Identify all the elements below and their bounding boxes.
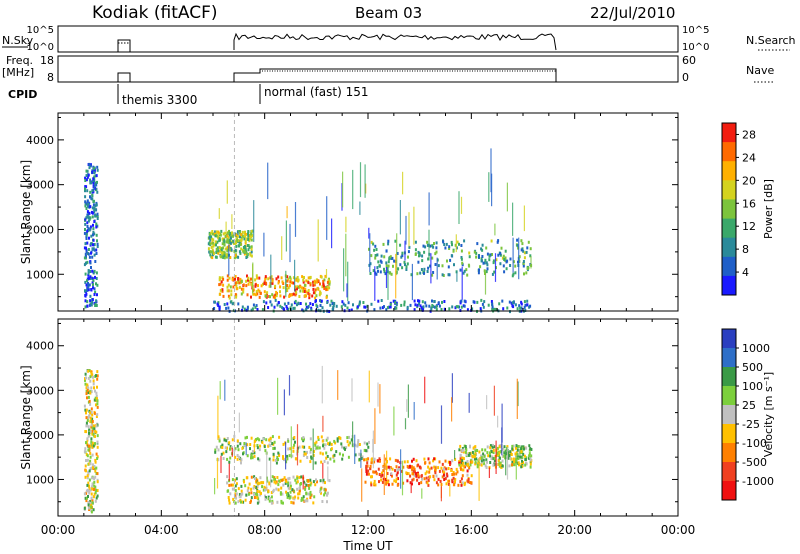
freq-tick-low: 8 <box>47 71 54 84</box>
data-region-2 <box>226 475 331 505</box>
data-streaks <box>218 148 532 301</box>
colorbar-tick-label: 4 <box>742 266 749 279</box>
date-title: 22/Jul/2010 <box>590 4 675 22</box>
colorbar-segment <box>722 142 736 162</box>
colorbar-segment <box>722 180 736 200</box>
data-region-1 <box>207 229 254 260</box>
colorbar-segment <box>722 161 736 181</box>
y-tick-label: 2000 <box>26 224 54 237</box>
colorbar-segment <box>722 275 736 296</box>
nsky-label: N.Sky <box>2 34 34 47</box>
data-region-4 <box>458 443 533 470</box>
y-tick-label: 1000 <box>26 268 54 281</box>
data-region-0 <box>83 162 99 309</box>
colorbar-tick-label: 100 <box>742 380 763 393</box>
colorbar-title: Power [dB] <box>762 179 775 239</box>
x-tick-label: 12:00 <box>351 523 386 537</box>
colorbar-segment <box>722 462 736 482</box>
data-region-3 <box>368 238 533 278</box>
power-colorbar: 4 8 12 16 20 24 28 Power [dB] <box>721 122 775 296</box>
x-tick-label: 00:00 <box>41 523 76 537</box>
freq-unit-label: [MHz] <box>2 66 34 79</box>
y-axis-title: Slant Range [km] <box>19 160 33 264</box>
plot-frame <box>57 318 679 517</box>
nave-tick-high: 60 <box>682 54 696 67</box>
colorbar-segment <box>722 481 736 501</box>
colorbar-segment <box>722 256 736 277</box>
nsky-tick-low: 10^0 <box>27 42 54 53</box>
nsky-tick-high: 10^5 <box>27 25 54 36</box>
nsearch-label: N.Search <box>746 34 796 47</box>
colorbar-segment <box>722 123 736 143</box>
y-tick-label: 1000 <box>26 474 54 487</box>
colorbar-title: Velocity [m s⁻¹] <box>762 372 775 457</box>
y-tick-label: 3000 <box>26 384 54 397</box>
colorbar-tick-label: 16 <box>742 197 756 210</box>
y-tick-label: 2000 <box>26 429 54 442</box>
data-region-0 <box>83 369 99 514</box>
colorbar-frame <box>721 122 737 296</box>
colorbar-tick-label: 25 <box>742 399 756 412</box>
freq-tick-high: 18 <box>40 54 54 67</box>
x-tick-label: 20:00 <box>557 523 592 537</box>
x-tick-label: 04:00 <box>144 523 179 537</box>
data-region-4 <box>213 298 532 314</box>
nave-label: Nave <box>746 64 774 77</box>
cpid-themis: themis 3300 <box>122 93 197 107</box>
colorbar-segment <box>722 386 736 406</box>
cpid-normal: normal (fast) 151 <box>264 85 368 99</box>
colorbar-tick-label: 24 <box>742 151 756 164</box>
data-region-1 <box>214 434 370 465</box>
colorbar-tick-label: 20 <box>742 174 756 187</box>
colorbar-tick-label: -1000 <box>742 475 774 488</box>
nsearch-tick-high: 10^5 <box>682 25 709 36</box>
x-tick-label: 00:00 <box>661 523 696 537</box>
y-axis-title: Slant Range [km] <box>19 365 33 469</box>
colorbar-tick-label: -500 <box>742 456 767 469</box>
freq-panel <box>57 55 679 83</box>
colorbar-tick-label: 28 <box>742 129 756 142</box>
colorbar-segment <box>722 424 736 444</box>
nsky-trace <box>233 32 557 51</box>
cpid-label: CPID <box>8 88 37 101</box>
colorbar-tick-label: -25 <box>742 418 760 431</box>
data-region-3 <box>363 457 473 487</box>
colorbar-tick-label: 12 <box>742 220 756 233</box>
y-tick-label: 4000 <box>26 134 54 147</box>
colorbar-tick-label: 8 <box>742 243 749 256</box>
freq-label: Freq. <box>6 54 33 67</box>
data-streaks <box>214 365 519 502</box>
y-tick-label: 4000 <box>26 340 54 353</box>
plot-frame <box>57 112 679 312</box>
y-tick-label: 3000 <box>26 179 54 192</box>
x-tick-label: 16:00 <box>454 523 489 537</box>
nave-tick-low: 0 <box>682 71 689 84</box>
station-title: Kodiak (fitACF) <box>92 3 218 23</box>
beam-title: Beam 03 <box>355 4 422 22</box>
x-axis-ticks: 00:00 04:00 08:00 12:00 16:00 20:00 00:00 <box>41 523 696 537</box>
power-plot: 1000 2000 3000 4000 Slant Range [km] <box>19 112 679 314</box>
velocity-plot: 1000 2000 3000 4000 Slant Range [km] <box>19 318 679 517</box>
colorbar-segment <box>722 199 736 219</box>
velocity-colorbar: 1000 500 100 25 -25 -100 -500 -1000 Velocity [m … <box>721 328 775 501</box>
nsky-trace-line <box>233 32 557 51</box>
colorbar-segment <box>722 329 736 349</box>
colorbar-segment <box>722 218 736 239</box>
colorbar-frame <box>721 328 737 501</box>
nsearch-tick-low: 10^0 <box>682 42 709 53</box>
colorbar-segment <box>722 367 736 387</box>
colorbar-segment <box>722 348 736 368</box>
colorbar-tick-label: 500 <box>742 361 763 374</box>
nsky-panel <box>57 25 679 53</box>
colorbar-tick-label: -100 <box>742 437 767 450</box>
colorbar-segment <box>722 405 736 425</box>
colorbar-segment <box>722 237 736 258</box>
colorbar-tick-label: 1000 <box>742 342 770 355</box>
x-tick-label: 08:00 <box>247 523 282 537</box>
data-region-2 <box>218 274 331 300</box>
colorbar-segment <box>722 443 736 463</box>
x-axis-title: Time UT <box>342 539 393 553</box>
